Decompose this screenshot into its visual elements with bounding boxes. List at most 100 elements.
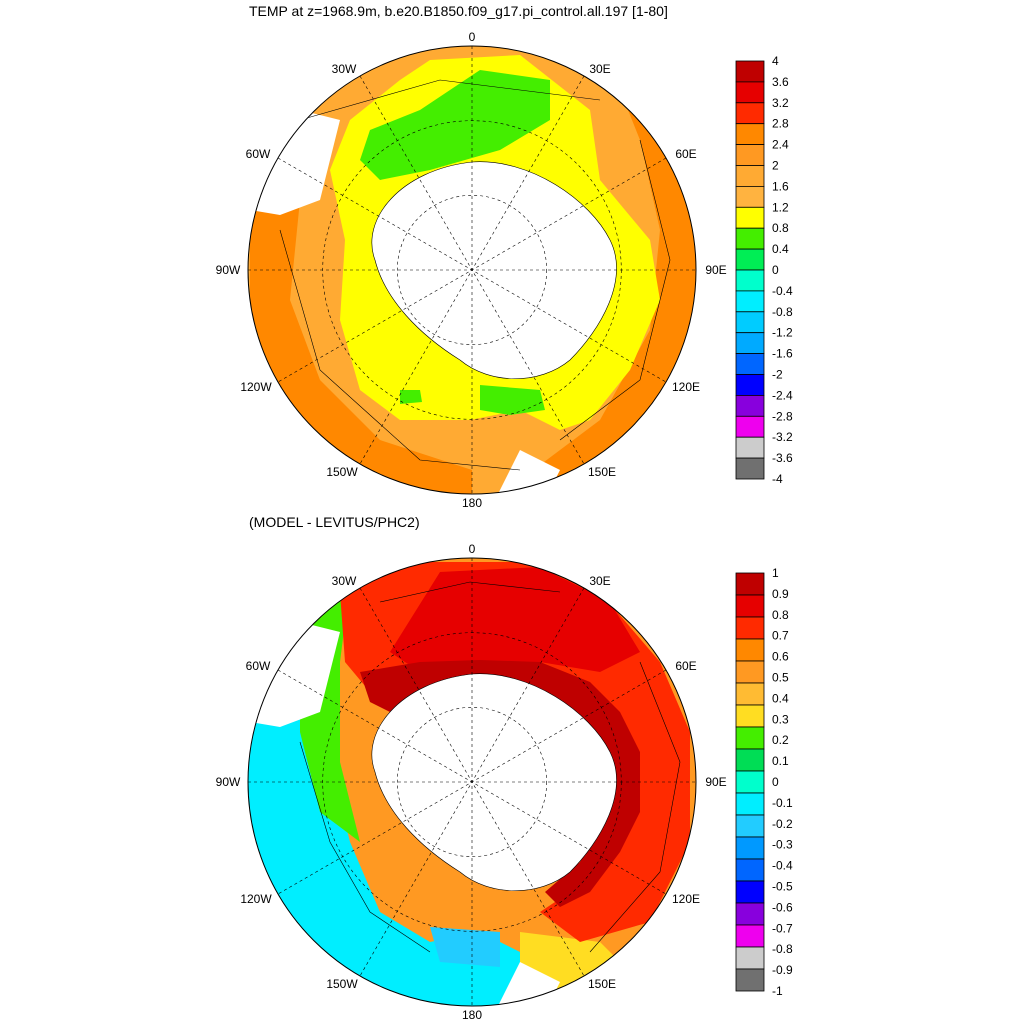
contour-line bbox=[299, 79, 601, 121]
colorbar-box bbox=[735, 968, 765, 992]
colorbar-label: 0.7 bbox=[772, 629, 789, 643]
colorbar-box bbox=[735, 353, 765, 375]
colorbar-box bbox=[735, 269, 765, 292]
colorbar-box bbox=[735, 880, 765, 904]
contour-line bbox=[589, 661, 681, 953]
colorbar-label: -0.6 bbox=[772, 900, 793, 914]
colorbar-label: 0.8 bbox=[772, 221, 789, 235]
colorbar-label: 3.2 bbox=[772, 96, 789, 110]
colorbar-box bbox=[735, 858, 765, 882]
label-150e: 150E bbox=[588, 465, 616, 479]
colorbar-label: 0.4 bbox=[772, 242, 789, 256]
label-90e: 90E bbox=[705, 263, 726, 277]
label-150w: 150W bbox=[326, 977, 358, 991]
colorbar-label: 0.8 bbox=[772, 608, 789, 622]
colorbar-label: -0.2 bbox=[772, 817, 793, 831]
colorbar-box bbox=[735, 902, 765, 926]
field-region bbox=[430, 927, 500, 967]
colorbar-label: 3.6 bbox=[772, 75, 789, 89]
colorbar-label: -0.8 bbox=[772, 942, 793, 956]
label-30e: 30E bbox=[589, 574, 610, 588]
colorbar-box bbox=[735, 102, 765, 125]
colorbar-box bbox=[735, 60, 765, 83]
colorbar-box bbox=[735, 332, 765, 355]
map-title-top: TEMP at z=1968.9m, b.e20.B1850.f09_g17.p… bbox=[249, 3, 668, 19]
colorbar-box bbox=[735, 836, 765, 860]
colorbar-box bbox=[735, 638, 765, 662]
colorbar-label: -0.8 bbox=[772, 305, 793, 319]
colorbar-label: -4 bbox=[772, 472, 783, 486]
colorbar-box bbox=[735, 248, 765, 271]
colorbar-label: -0.4 bbox=[772, 284, 793, 298]
colorbar-label: -0.9 bbox=[772, 963, 793, 977]
colorbar-label: -2.8 bbox=[772, 409, 793, 423]
colorbar-label: -1.2 bbox=[772, 326, 793, 340]
label-60e: 60E bbox=[675, 147, 696, 161]
colorbar-box bbox=[735, 924, 765, 948]
colorbar-label: -1 bbox=[772, 984, 783, 998]
colorbar-box bbox=[735, 311, 765, 334]
label-150e: 150E bbox=[588, 977, 616, 991]
field-region bbox=[390, 567, 640, 672]
colorbar-label: -2.4 bbox=[772, 388, 793, 402]
colorbar-box bbox=[735, 290, 765, 313]
label-90w: 90W bbox=[216, 263, 241, 277]
graticule bbox=[248, 558, 696, 1006]
map-title-bottom: (MODEL - LEVITUS/PHC2) bbox=[249, 514, 420, 530]
colorbar-label: -0.7 bbox=[772, 921, 793, 935]
label-180: 180 bbox=[462, 1008, 482, 1022]
label-120e: 120E bbox=[672, 380, 700, 394]
colorbar-label: -2 bbox=[772, 368, 783, 382]
colorbar-label: 0.9 bbox=[772, 587, 789, 601]
field-region bbox=[360, 70, 550, 180]
colorbar-label: 0.2 bbox=[772, 733, 789, 747]
field-region bbox=[480, 385, 545, 415]
antarctica-coastline bbox=[371, 161, 617, 380]
label-0: 0 bbox=[469, 30, 476, 44]
colorbar-box bbox=[735, 123, 765, 145]
colorbar-box bbox=[735, 660, 765, 684]
colorbar-label: 2 bbox=[772, 159, 779, 173]
colorbar-box bbox=[735, 572, 765, 596]
label-60w: 60W bbox=[246, 659, 271, 673]
colorbar-box bbox=[735, 814, 765, 838]
colorbar-box bbox=[735, 748, 765, 772]
colorbar-box bbox=[735, 770, 765, 794]
colorbar-difference: 1 0.9 0.8 0.7 0.6 0.5 0.4 0.3 0.2 0.1 0 -0.1 -0.2 -0.… bbox=[735, 566, 793, 998]
polar-map-difference: 0 30W 30E 60W 60E 90W 90E 120W 120E 150W… bbox=[216, 542, 793, 1022]
colorbar-box bbox=[735, 227, 765, 250]
label-30e: 30E bbox=[589, 62, 610, 76]
contour-line bbox=[379, 581, 561, 603]
colorbar-label: -0.4 bbox=[772, 859, 793, 873]
colorbar-label: 0.6 bbox=[772, 650, 789, 664]
map-border bbox=[247, 45, 697, 495]
colorbar-box bbox=[735, 616, 765, 640]
colorbar-box bbox=[735, 682, 765, 706]
map-labels: 0 30W 30E 60W 60E 90W 90E 120W 120E 150W… bbox=[216, 542, 727, 1022]
field-region bbox=[400, 390, 422, 404]
colorbar-label: 0.4 bbox=[772, 691, 789, 705]
colorbar-label: -3.6 bbox=[772, 451, 793, 465]
colorbar-label: 2.8 bbox=[772, 117, 789, 131]
contour-line bbox=[299, 741, 431, 953]
label-30w: 30W bbox=[332, 574, 357, 588]
colorbar-box bbox=[735, 206, 765, 229]
colorbar-label: 0.1 bbox=[772, 754, 789, 768]
colorbar-label: 0.3 bbox=[772, 712, 789, 726]
colorbar-label: -3.2 bbox=[772, 430, 793, 444]
label-120e: 120E bbox=[672, 892, 700, 906]
label-0: 0 bbox=[469, 542, 476, 556]
colorbar-label: 4 bbox=[772, 54, 779, 68]
colorbar-box bbox=[735, 81, 765, 104]
colorbar-temperature: 4 3.6 3.2 2.8 2.4 2 1.6 1.2 0.8 0.4 0 -0.4 -0.8 -1.2 -… bbox=[735, 54, 793, 486]
colorbar-label: -0.1 bbox=[772, 796, 793, 810]
label-150w: 150W bbox=[326, 465, 358, 479]
colorbar-label: 2.4 bbox=[772, 138, 789, 152]
land-mask bbox=[490, 450, 560, 494]
label-30w: 30W bbox=[332, 62, 357, 76]
polar-map-temperature: 0 30W 30E 60W 60E 90W 90E 120W 120E 150W… bbox=[216, 30, 793, 510]
contour-line bbox=[559, 139, 671, 441]
map-labels: 0 30W 30E 60W 60E 90W 90E 120W 120E 150W… bbox=[216, 30, 727, 510]
label-120w: 120W bbox=[240, 380, 272, 394]
colorbar-box bbox=[735, 394, 765, 417]
